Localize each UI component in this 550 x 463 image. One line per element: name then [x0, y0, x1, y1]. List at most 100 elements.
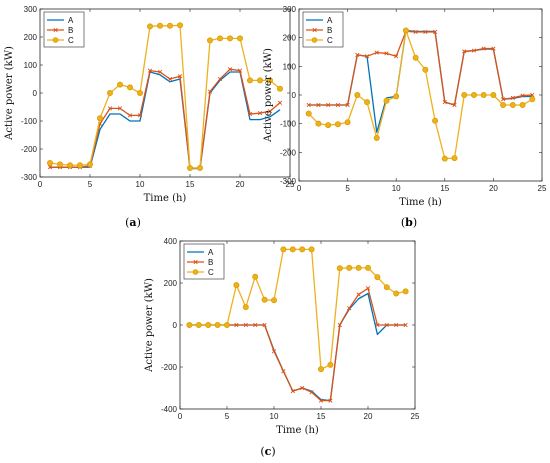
- data-point-B: [345, 102, 350, 108]
- x-tick-label: 15: [317, 412, 326, 421]
- data-point-B: [316, 102, 321, 108]
- data-point-B: [318, 398, 324, 403]
- y-tick-label: 200: [283, 34, 297, 43]
- data-point-C: [87, 161, 94, 168]
- data-point-C: [355, 264, 362, 271]
- data-point-B: [432, 29, 438, 35]
- data-point-C: [176, 22, 183, 29]
- x-tick-label: 15: [186, 180, 195, 189]
- data-point-C: [127, 84, 134, 91]
- legend-label-C: C: [68, 36, 74, 45]
- panel-label: (c): [260, 445, 275, 458]
- x-tick-label: 5: [225, 412, 230, 421]
- data-point-C: [146, 23, 153, 30]
- data-point-C: [344, 119, 351, 126]
- y-tick-label: 100: [283, 62, 297, 71]
- data-point-C: [77, 162, 84, 169]
- data-point-B: [262, 322, 267, 328]
- data-point-C: [451, 155, 458, 162]
- data-point-B: [510, 95, 515, 100]
- y-tick-label: 400: [164, 237, 178, 246]
- data-point-C: [206, 37, 213, 44]
- data-point-C: [441, 155, 448, 162]
- data-point-B: [267, 109, 273, 114]
- y-tick-label: -200: [280, 148, 297, 157]
- data-point-B: [290, 389, 295, 394]
- y-tick-label: -200: [161, 363, 178, 372]
- data-point-B: [394, 54, 399, 59]
- x-tick-label: 20: [489, 184, 498, 193]
- legend-marker-B: [312, 27, 317, 33]
- data-point-B: [247, 111, 253, 117]
- y-tick-label: 300: [24, 5, 38, 14]
- data-point-B: [47, 165, 53, 170]
- data-point-B: [309, 390, 314, 395]
- data-point-B: [365, 286, 371, 291]
- data-point-C: [393, 290, 400, 297]
- panel-label-close: ): [271, 445, 275, 458]
- chart-panel-c: 0 5 10 15 20 25 -400 -200 0 200 400 Time (h) Active …: [144, 237, 420, 458]
- data-point-C: [315, 120, 322, 127]
- data-point-C: [509, 102, 516, 109]
- data-point-C: [276, 85, 283, 92]
- panel-label-letter: b: [405, 216, 413, 229]
- series-C: [305, 27, 536, 162]
- data-point-C: [252, 273, 259, 280]
- legend-marker-B: [53, 27, 58, 33]
- data-point-B: [347, 306, 352, 311]
- x-tick-label: 25: [411, 412, 420, 421]
- x-tick-label: 20: [236, 180, 245, 189]
- data-point-B: [328, 398, 333, 403]
- y-tick-label: 100: [24, 61, 38, 70]
- x-axis-label: Time (h): [276, 425, 319, 436]
- series-B: [306, 29, 535, 108]
- data-point-B: [356, 292, 361, 297]
- data-point-B: [442, 100, 447, 105]
- data-point-C: [500, 102, 507, 109]
- y-tick-label: -100: [280, 120, 297, 129]
- data-point-B: [243, 322, 248, 328]
- data-point-B: [481, 46, 486, 51]
- data-point-C: [223, 321, 230, 328]
- data-point-C: [266, 77, 273, 84]
- data-point-C: [308, 246, 315, 253]
- data-point-B: [227, 67, 233, 72]
- data-point-C: [47, 159, 54, 166]
- data-point-C: [393, 93, 400, 100]
- x-tick-label: 5: [88, 180, 93, 189]
- x-tick-label: 0: [178, 412, 183, 421]
- data-point-C: [529, 96, 536, 103]
- data-point-B: [157, 69, 163, 75]
- y-tick-label: 0: [33, 89, 38, 98]
- data-point-C: [216, 35, 223, 42]
- data-point-C: [317, 366, 324, 373]
- legend-marker-C: [311, 37, 318, 43]
- legend-label-B: B: [208, 258, 213, 267]
- legend-label-C: C: [208, 268, 214, 277]
- data-point-C: [402, 27, 409, 34]
- data-point-B: [306, 102, 311, 108]
- data-point-C: [236, 35, 243, 42]
- data-point-C: [117, 81, 124, 88]
- panel-label-close: ): [413, 216, 417, 229]
- y-tick-label: -200: [21, 145, 38, 154]
- panel-label-letter: a: [129, 216, 136, 229]
- legend-label-C: C: [327, 36, 333, 45]
- panel-label: (a): [125, 216, 141, 229]
- legend: ABC: [43, 11, 85, 48]
- data-point-B: [403, 322, 408, 328]
- data-point-C: [136, 90, 143, 97]
- data-point-B: [355, 52, 360, 57]
- legend-label-B: B: [68, 26, 73, 35]
- data-point-C: [383, 97, 390, 104]
- data-point-B: [257, 111, 263, 116]
- data-point-C: [412, 54, 419, 61]
- data-point-C: [205, 321, 212, 328]
- x-tick-label: 10: [136, 180, 145, 189]
- data-point-B: [374, 50, 379, 55]
- data-point-C: [373, 134, 380, 141]
- data-point-B: [147, 68, 153, 73]
- x-tick-label: 20: [364, 412, 373, 421]
- panel-label-close: ): [137, 216, 141, 229]
